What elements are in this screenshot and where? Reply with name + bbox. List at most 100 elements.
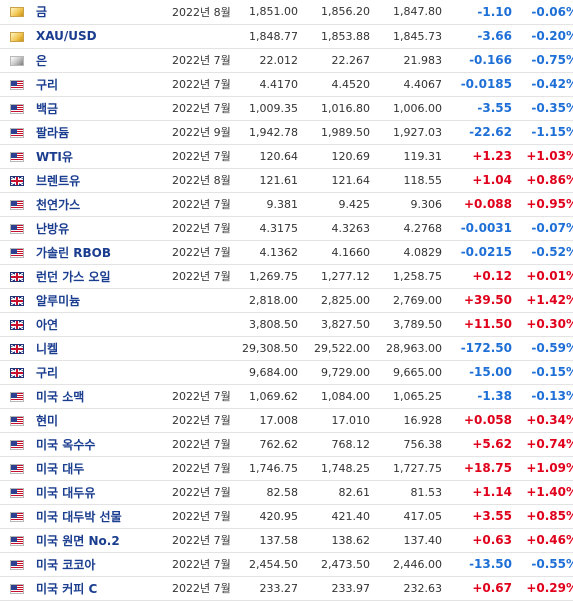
high-price: 121.64: [302, 168, 374, 193]
last-price: 22.012: [230, 48, 302, 73]
instrument-link[interactable]: 미국 대두유: [36, 485, 96, 500]
instrument-link[interactable]: 금: [36, 5, 48, 20]
contract-month: [168, 312, 230, 337]
table-row[interactable]: 금 2022년 8월 1,851.00 1,856.20 1,847.80 -1.10 -0…: [0, 0, 573, 25]
change-value: +0.67: [446, 576, 516, 601]
table-row[interactable]: WTI유 2022년 7월 120.64 120.69 119.31 +1.23 +1.03…: [0, 144, 573, 169]
high-price: 9,729.00: [302, 360, 374, 385]
change-value: -0.166: [446, 48, 516, 73]
instrument-link[interactable]: 미국 대두: [36, 461, 85, 476]
table-row[interactable]: 난방유 2022년 7월 4.3175 4.3263 4.2768 -0.0031 -0.0…: [0, 216, 573, 241]
last-price: 1,848.77: [230, 24, 302, 49]
table-row[interactable]: 구리 9,684.009,729.009,665.00-15.00-0.15%: [0, 360, 573, 385]
last-price: 1,746.75: [230, 456, 302, 481]
table-row[interactable]: XAU/USD 1,848.77 1,853.88 1,845.73 -3.66 -0.2…: [0, 24, 573, 49]
us-flag-icon: [10, 439, 24, 450]
table-row[interactable]: 미국 옥수수 2022년 7월 762.62 768.12 756.38 +5.62 +0.…: [0, 432, 573, 457]
table-row[interactable]: 미국 대두박 선물 2022년 7월 420.95 421.40 417.05 +3.55…: [0, 504, 573, 529]
change-value: -0.0215: [446, 240, 516, 265]
change-value: +0.63: [446, 528, 516, 553]
instrument-name-cell: 알루미늄: [30, 288, 168, 313]
flag-cell: [0, 120, 30, 145]
us-flag-icon: [10, 415, 24, 426]
instrument-name-cell: WTI유: [30, 144, 168, 169]
instrument-link[interactable]: XAU/USD: [36, 29, 97, 43]
flag-cell: [0, 192, 30, 217]
change-percent: +1.09%: [516, 456, 573, 481]
high-price: 2,473.50: [302, 552, 374, 577]
uk-flag-icon: [10, 343, 24, 354]
last-price: 82.58: [230, 480, 302, 505]
table-row[interactable]: 런던 가스 오일 2022년 7월 1,269.75 1,277.12 1,258.75…: [0, 264, 573, 289]
contract-month: 2022년 7월: [168, 240, 230, 265]
table-row[interactable]: 미국 커피 C 2022년 7월 233.27 233.97 232.63 +0.67 +0…: [0, 576, 573, 601]
table-row[interactable]: 미국 코코아 2022년 7월 2,454.50 2,473.50 2,446.00 -1…: [0, 552, 573, 577]
instrument-link[interactable]: 구리: [36, 77, 59, 92]
instrument-name-cell: 미국 옥수수: [30, 432, 168, 457]
instrument-link[interactable]: 알루미늄: [36, 293, 81, 308]
flag-cell: [0, 312, 30, 337]
table-row[interactable]: 알루미늄 2,818.00 2,825.00 2,769.00 +39.50 +1.42%: [0, 288, 573, 313]
table-row[interactable]: 니켈 29,308.50 29,522.00 28,963.00 -172.50 -0.5…: [0, 336, 573, 361]
instrument-name-cell: 금: [30, 0, 168, 25]
instrument-link[interactable]: WTI유: [36, 149, 73, 164]
table-row[interactable]: 아연 3,808.50 3,827.50 3,789.50 +11.50 +0.30%: [0, 312, 573, 337]
instrument-name-cell: 은: [30, 48, 168, 73]
instrument-link[interactable]: 미국 소맥: [36, 389, 85, 404]
change-percent: -0.55%: [516, 552, 573, 577]
high-price: 1,856.20: [302, 0, 374, 25]
gold-bar-icon: [10, 7, 24, 18]
table-row[interactable]: 현미 2022년 7월 17.008 17.010 16.928 +0.058 +0.34%: [0, 408, 573, 433]
instrument-link[interactable]: 브렌트유: [36, 173, 81, 188]
last-price: 1,069.62: [230, 384, 302, 409]
table-row[interactable]: 미국 대두유 2022년 7월 82.58 82.61 81.53 +1.14 +1.40%: [0, 480, 573, 505]
us-flag-icon: [10, 535, 24, 546]
high-price: 233.97: [302, 576, 374, 601]
instrument-link[interactable]: 미국 원면 No.2: [36, 533, 120, 548]
table-row[interactable]: 팔라듐 2022년 9월 1,942.78 1,989.50 1,927.03 -22.6…: [0, 120, 573, 145]
last-price: 9.381: [230, 192, 302, 217]
instrument-link[interactable]: 미국 대두박 선물: [36, 509, 122, 524]
instrument-link[interactable]: 니켈: [36, 341, 59, 356]
change-value: +3.55: [446, 504, 516, 529]
table-row[interactable]: 구리 2022년 7월 4.4170 4.4520 4.4067 -0.0185 -0.42…: [0, 72, 573, 97]
flag-cell: [0, 264, 30, 289]
low-price: 1,727.75: [374, 456, 446, 481]
high-price: 4.1660: [302, 240, 374, 265]
change-value: -0.0031: [446, 216, 516, 241]
instrument-link[interactable]: 미국 옥수수: [36, 437, 96, 452]
table-row[interactable]: 미국 원면 No.2 2022년 7월 137.58 138.62 137.40 +0.6…: [0, 528, 573, 553]
uk-flag-icon: [10, 319, 24, 330]
contract-month: 2022년 7월: [168, 216, 230, 241]
table-row[interactable]: 가솔린 RBOB 2022년 7월 4.1362 4.1660 4.0829 -0.021…: [0, 240, 573, 265]
contract-month: 2022년 7월: [168, 552, 230, 577]
instrument-link[interactable]: 미국 커피 C: [36, 581, 98, 596]
instrument-link[interactable]: 현미: [36, 413, 59, 428]
change-percent: -0.75%: [516, 48, 573, 73]
flag-cell: [0, 24, 30, 49]
instrument-link[interactable]: 난방유: [36, 221, 70, 236]
high-price: 1,084.00: [302, 384, 374, 409]
table-row[interactable]: 천연가스 2022년 7월 9.381 9.425 9.306 +0.088 +0.95%: [0, 192, 573, 217]
contract-month: [168, 24, 230, 49]
instrument-link[interactable]: 천연가스: [36, 197, 81, 212]
table-row[interactable]: 미국 대두 2022년 7월 1,746.75 1,748.25 1,727.75 +18…: [0, 456, 573, 481]
instrument-link[interactable]: 팔라듐: [36, 125, 70, 140]
instrument-link[interactable]: 백금: [36, 101, 59, 116]
instrument-link[interactable]: 가솔린 RBOB: [36, 245, 112, 260]
table-row[interactable]: 미국 소맥 2022년 7월 1,069.62 1,084.00 1,065.25 -1.…: [0, 384, 573, 409]
low-price: 119.31: [374, 144, 446, 169]
instrument-name-cell: 백금: [30, 96, 168, 121]
instrument-link[interactable]: 구리: [36, 365, 59, 380]
table-row[interactable]: 브렌트유 2022년 8월 121.61 121.64 118.55 +1.04 +0.86…: [0, 168, 573, 193]
high-price: 1,277.12: [302, 264, 374, 289]
instrument-link[interactable]: 아연: [36, 317, 59, 332]
instrument-link[interactable]: 은: [36, 53, 48, 68]
uk-flag-icon: [10, 295, 24, 306]
table-row[interactable]: 백금 2022년 7월 1,009.35 1,016.80 1,006.00 -3.55-…: [0, 96, 573, 121]
instrument-link[interactable]: 런던 가스 오일: [36, 269, 111, 284]
instrument-name-cell: 팔라듐: [30, 120, 168, 145]
instrument-link[interactable]: 미국 코코아: [36, 557, 96, 572]
